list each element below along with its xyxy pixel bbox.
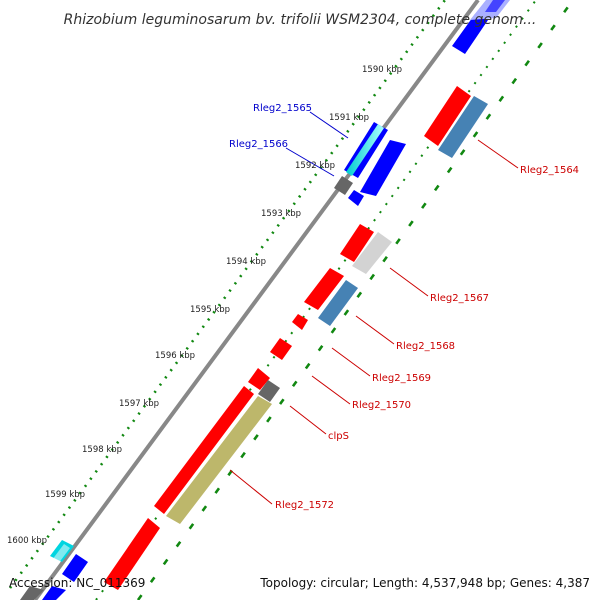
backbone [33,0,480,600]
feature-block[interactable] [248,368,270,390]
tick-label: 1590 kbp [362,65,402,75]
feature-block[interactable] [270,338,292,360]
tick-label: 1596 kbp [155,351,195,361]
gene-label[interactable]: Rleg2_1568 [396,341,455,352]
map-title: Rhizobium leguminosarum bv. trifolii WSM… [64,12,537,28]
topology-summary: Topology: circular; Length: 4,537,948 bp… [259,576,590,590]
feature-block[interactable] [452,14,488,54]
gene-label[interactable]: Rleg2_1564 [520,165,579,176]
tick-label: 1592 kbp [295,161,335,171]
feature-block[interactable] [346,124,384,176]
gene-label[interactable]: Rleg2_1565 [253,103,312,114]
feature-block[interactable] [104,518,160,590]
feature-block[interactable] [340,224,374,262]
gene-label[interactable]: Rleg2_1569 [372,373,431,384]
feature-block[interactable] [334,176,353,195]
feature-block[interactable] [352,232,392,274]
feature-block[interactable] [348,190,364,206]
tick-label: 1598 kbp [82,445,122,455]
feature-block[interactable] [20,586,44,600]
tick-label: 1593 kbp [261,209,301,219]
feature-block[interactable] [52,544,70,564]
features [20,0,510,600]
gene-label[interactable]: clpS [328,431,349,442]
tick-label: 1595 kbp [190,305,230,315]
tick-ring-inner [136,0,575,600]
feature-block[interactable] [360,140,406,196]
feature-block[interactable] [304,268,344,310]
feature-block[interactable] [62,554,88,582]
tick-label: 1599 kbp [45,490,85,500]
tick-labels: 1590 kbp 1591 kbp 1592 kbp 1593 kbp 1594… [7,65,402,546]
feature-block[interactable] [485,0,505,12]
gene-label[interactable]: Rleg2_1570 [352,400,411,411]
feature-block[interactable] [154,386,254,514]
feature-block[interactable] [292,314,308,330]
tick-label: 1597 kbp [119,399,159,409]
gene-label[interactable]: Rleg2_1566 [229,139,288,150]
leader-lines [229,111,519,505]
gene-label[interactable]: Rleg2_1572 [275,500,334,511]
feature-block[interactable] [318,280,358,326]
accession: Accession: NC_011369 [9,576,145,590]
gene-label[interactable]: Rleg2_1567 [430,293,489,304]
tick-label: 1600 kbp [7,536,47,546]
tick-label: 1594 kbp [226,257,266,267]
feature-block[interactable] [42,586,66,600]
feature-block[interactable] [424,86,471,146]
tick-label: 1591 kbp [329,113,369,123]
feature-block[interactable] [166,396,272,524]
feature-block[interactable] [258,380,280,402]
feature-block[interactable] [438,96,488,158]
gene-labels: Rleg2_1565 Rleg2_1566 Rleg2_1564 Rleg2_1… [229,103,579,511]
